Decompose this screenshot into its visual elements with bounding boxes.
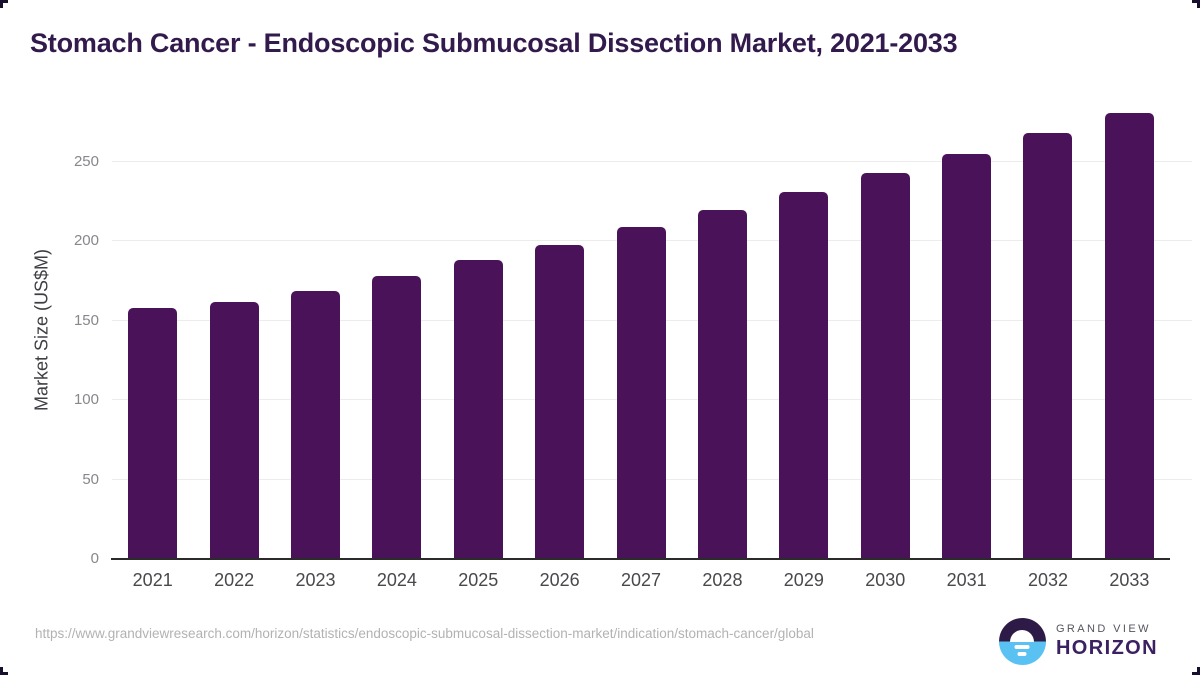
bar-slot-2030 xyxy=(845,173,926,559)
bar-slot-2022 xyxy=(193,301,274,559)
x-tick-2029: 2029 xyxy=(783,570,824,590)
bar-2027 xyxy=(616,227,666,559)
corner-mark-bottom-left xyxy=(0,667,8,675)
bar-slot-2024 xyxy=(356,276,437,559)
sun-reflection-line-2 xyxy=(1017,651,1027,656)
bar-2031 xyxy=(942,154,992,559)
brand-wordmark: GRAND VIEW HORIZON xyxy=(1056,623,1158,661)
bar-2021 xyxy=(128,308,178,559)
y-tick-0: 0 xyxy=(90,550,99,567)
plot-area: 0 50 100 150 200 250 2021 2022 2023 2024 2025 2026… xyxy=(74,100,1192,590)
sun-reflection-line-1 xyxy=(1014,644,1030,649)
y-tick-250: 250 xyxy=(73,152,99,170)
sun-dome-shape xyxy=(1010,629,1035,642)
brand-name-bottom: HORIZON xyxy=(1055,637,1158,660)
y-tick-150: 150 xyxy=(73,311,99,329)
bar-slot-2021 xyxy=(112,308,193,559)
bar-2025 xyxy=(453,260,503,559)
bar-slot-2025 xyxy=(438,260,519,559)
x-tick-2026: 2026 xyxy=(539,570,580,590)
bar-2023 xyxy=(290,290,340,559)
x-tick-2027: 2027 xyxy=(621,570,662,590)
bar-2030 xyxy=(860,173,910,559)
bar-slot-2033 xyxy=(1089,112,1170,559)
corner-mark-top-left xyxy=(0,0,8,8)
horizon-sun-icon xyxy=(998,618,1046,665)
bar-slot-2031 xyxy=(926,154,1007,559)
bar-2028 xyxy=(697,209,747,559)
corner-mark-bottom-right xyxy=(1192,667,1200,675)
x-tick-2031: 2031 xyxy=(946,570,987,590)
x-tick-2028: 2028 xyxy=(702,570,743,590)
y-tick-50: 50 xyxy=(82,470,99,488)
bar-2033 xyxy=(1104,112,1154,559)
x-tick-2030: 2030 xyxy=(865,570,906,590)
bar-slot-2027 xyxy=(600,227,681,559)
bar-2022 xyxy=(209,301,259,559)
bar-2029 xyxy=(779,192,829,559)
bar-slot-2028 xyxy=(682,209,763,559)
bar-2024 xyxy=(372,276,422,559)
x-tick-2021: 2021 xyxy=(132,570,173,590)
x-tick-2032: 2032 xyxy=(1027,570,1069,590)
brand-name-top: GRAND VIEW xyxy=(1055,622,1151,635)
x-tick-2025: 2025 xyxy=(458,570,499,590)
bar-slot-2029 xyxy=(763,192,844,559)
x-tick-2022: 2022 xyxy=(214,570,255,590)
x-tick-2023: 2023 xyxy=(295,570,336,590)
x-tick-2033: 2033 xyxy=(1109,570,1150,590)
corner-mark-top-right xyxy=(1192,0,1200,8)
chart-title: Stomach Cancer - Endoscopic Submucosal D… xyxy=(30,28,958,58)
x-tick-2024: 2024 xyxy=(376,570,417,590)
bar-2026 xyxy=(535,244,585,559)
bar-slot-2023 xyxy=(275,290,356,559)
x-axis-line xyxy=(111,558,1170,560)
bar-2032 xyxy=(1023,133,1073,559)
y-tick-200: 200 xyxy=(73,232,99,250)
x-tick-labels: 2021 2022 2023 2024 2025 2026 2027 2028 2029 2030… xyxy=(112,570,1170,591)
bar-series xyxy=(112,100,1170,559)
gridline-250 xyxy=(112,160,1192,162)
bar-slot-2032 xyxy=(1007,133,1088,559)
y-axis-title: Market Size (US$M) xyxy=(31,248,52,412)
y-tick-100: 100 xyxy=(73,391,99,409)
bar-slot-2026 xyxy=(519,244,600,559)
source-url: https://www.grandviewresearch.com/horizo… xyxy=(35,626,814,641)
brand-logo: GRAND VIEW HORIZON xyxy=(998,618,1158,665)
